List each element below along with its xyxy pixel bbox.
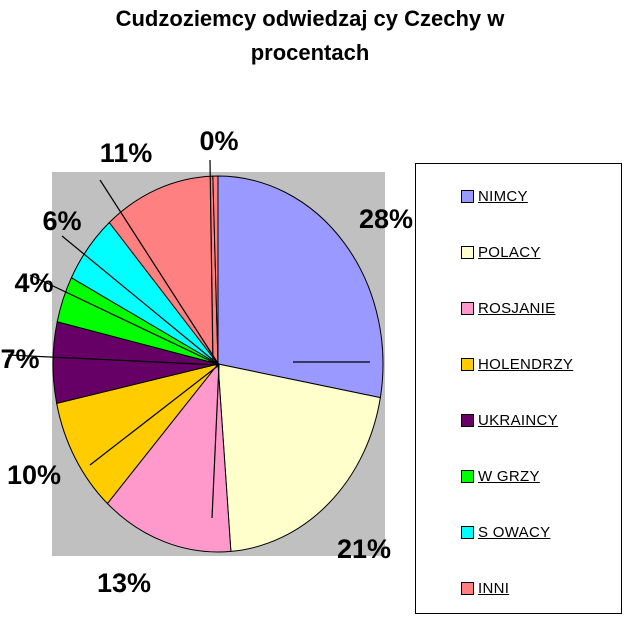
- legend-label: POLACY: [478, 243, 541, 261]
- legend-item: NIMCY: [461, 186, 528, 206]
- legend-swatch: [461, 581, 474, 595]
- pie-slice-inni: [108, 175, 219, 366]
- data-label: 11%: [100, 138, 153, 168]
- pie-slice-rosjanie: [106, 362, 232, 553]
- data-label: 13%: [97, 568, 151, 598]
- legend-swatch: [461, 525, 474, 539]
- legend-swatch: [461, 245, 474, 259]
- legend-swatch: [461, 357, 474, 371]
- pie-slice-holendrzy: [56, 363, 220, 505]
- legend-item: HOLENDRZY: [461, 354, 573, 374]
- legend-swatch: [461, 413, 474, 427]
- legend-label: S OWACY: [478, 523, 551, 541]
- legend-item: INNI: [461, 578, 509, 598]
- legend-label: NIMCY: [478, 187, 528, 205]
- leader-line: [89, 364, 220, 466]
- data-label: 4%: [14, 268, 53, 298]
- legend-label: ROSJANIE: [478, 299, 556, 317]
- legend-label: UKRAINCY: [478, 411, 558, 429]
- legend-label: HOLENDRZY: [478, 355, 574, 373]
- data-label: 10%: [7, 460, 61, 490]
- chart-title-line-2: procentach: [250, 40, 370, 65]
- legend: NIMCY POLACY ROSJANIE HOLENDRZY UKRAINCY W GR…: [415, 163, 622, 614]
- chart-title: Cudzoziemcy odwiedzaj cy Czechy w procen…: [0, 2, 620, 70]
- legend-swatch: [461, 189, 474, 203]
- pie-slice-nimcy: [217, 175, 384, 399]
- leader-lines: [7, 159, 370, 519]
- legend-label: W GRZY: [478, 467, 540, 485]
- leader-line: [61, 235, 220, 366]
- pie-slice-polacy: [217, 363, 381, 552]
- leader-line: [29, 274, 220, 366]
- pie-slices: [52, 175, 384, 553]
- legend-item: S OWACY: [461, 522, 550, 542]
- data-label: 28%: [359, 204, 413, 234]
- leader-line: [211, 364, 220, 519]
- data-label: 0%: [199, 126, 238, 156]
- data-label: 21%: [337, 534, 391, 564]
- pie-slice-other-8: [212, 175, 219, 365]
- legend-item: UKRAINCY: [461, 410, 558, 430]
- legend-label: INNI: [478, 579, 510, 597]
- leader-line: [99, 179, 220, 366]
- legend-swatch: [461, 469, 474, 483]
- legend-item: ROSJANIE: [461, 298, 555, 318]
- legend-item: POLACY: [461, 242, 541, 262]
- data-label: 6%: [42, 206, 81, 236]
- data-label: 7%: [0, 344, 39, 374]
- legend-item: W GRZY: [461, 466, 540, 486]
- legend-swatch: [461, 301, 474, 315]
- leader-line: [209, 159, 214, 366]
- chart-title-line-1: Cudzoziemcy odwiedzaj cy Czechy w: [115, 6, 505, 31]
- leader-line: [7, 354, 220, 366]
- data-labels: 28% 21% 13% 10% 7% 4% 6% 11% 0%: [0, 126, 413, 598]
